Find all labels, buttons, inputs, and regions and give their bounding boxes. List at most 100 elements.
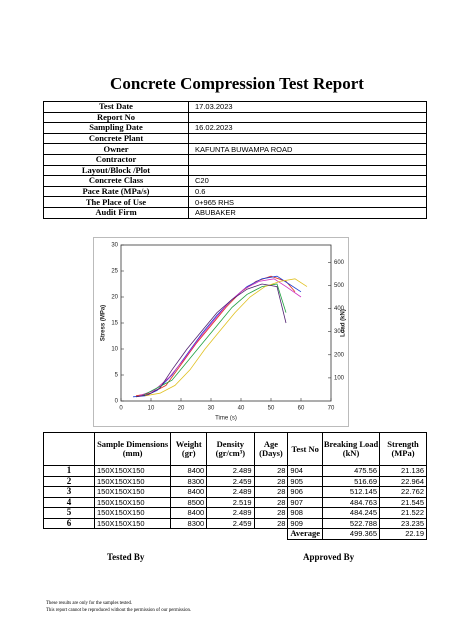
result-cell: 3 <box>43 486 95 498</box>
result-row: 2 150X150X150 8300 2.459 28 905 516.69 22.964 <box>43 475 427 487</box>
header-cell: Strength (MPa) <box>379 432 427 466</box>
y2-tick-label: 300 <box>334 329 345 335</box>
result-cell: 21.545 <box>379 496 427 508</box>
info-label: Test Date <box>43 101 189 113</box>
result-cell: 475.56 <box>321 465 381 477</box>
info-row: Contractor <box>43 153 427 166</box>
result-cell: 8500 <box>170 496 208 508</box>
stress-curve <box>135 283 287 398</box>
info-row: The Place of Use 0+965 RHS <box>43 196 427 208</box>
info-label: Audit Firm <box>43 206 189 219</box>
result-cell: 22.964 <box>379 475 427 487</box>
result-cell: 908 <box>287 507 323 519</box>
info-row: Report No <box>43 111 427 124</box>
result-cell: 150X150X150 <box>93 465 172 477</box>
result-cell: 905 <box>287 475 323 487</box>
result-row: 3 150X150X150 8400 2.489 28 906 512.145 22.762 <box>43 486 427 498</box>
result-cell: 484.763 <box>321 496 381 508</box>
result-cell: 8300 <box>170 517 208 529</box>
y-tick-label: 15 <box>111 321 118 327</box>
info-value: KAFUNTA BUWAMPA ROAD <box>188 143 427 155</box>
header-cell: Test No <box>287 432 323 466</box>
header-cell: Breaking Load (kN) <box>321 432 381 466</box>
x-tick-label: 0 <box>119 406 123 412</box>
info-row: Sampling Date 16.02.2023 <box>43 122 427 134</box>
y-tick-label: 5 <box>115 373 119 379</box>
result-cell: 150X150X150 <box>93 475 172 487</box>
y2-tick-label: 200 <box>334 352 345 358</box>
average-label: Average <box>287 528 323 540</box>
x-tick-label: 20 <box>178 406 185 412</box>
y2-tick-label: 500 <box>334 283 345 289</box>
x-axis-label: Time (s) <box>215 416 237 422</box>
info-value: 16.02.2023 <box>188 122 427 134</box>
y-tick-label: 30 <box>111 243 118 249</box>
x-tick-label: 30 <box>208 406 215 412</box>
result-row: 4 150X150X150 8500 2.519 28 907 484.763 21.545 <box>43 496 427 508</box>
header-cell: Weight (gr) <box>170 432 208 466</box>
header-cell <box>43 432 95 466</box>
average-load: 499.365 <box>321 528 381 540</box>
result-cell: 5 <box>43 507 95 519</box>
result-cell: 2.489 <box>206 507 255 519</box>
result-cell: 28 <box>253 507 289 519</box>
result-cell: 2.459 <box>206 475 255 487</box>
info-value: 17.03.2023 <box>188 101 427 113</box>
info-label: The Place of Use <box>43 196 189 208</box>
y-tick-label: 25 <box>111 269 118 275</box>
result-cell: 2.489 <box>206 486 255 498</box>
result-cell: 2.459 <box>206 517 255 529</box>
note: These results are only for the samples t… <box>46 601 133 606</box>
result-cell: 28 <box>253 486 289 498</box>
note: This report cannot be reproduced without… <box>46 608 192 613</box>
info-row: Test Date 17.03.2023 <box>43 101 427 113</box>
info-value <box>188 153 427 166</box>
result-cell: 906 <box>287 486 323 498</box>
results-table: Sample Dimensions (mm) Weight (gr) Density… <box>43 432 427 540</box>
info-value: 0+965 RHS <box>188 196 427 208</box>
y2-tick-label: 400 <box>334 306 345 312</box>
stress-curve <box>138 278 302 397</box>
stress-curve <box>141 283 287 397</box>
info-label: Report No <box>43 111 189 124</box>
result-cell: 22.762 <box>379 486 427 498</box>
info-row: Concrete Class C20 <box>43 175 427 187</box>
info-row: Audit Firm ABUBAKER <box>43 206 427 219</box>
result-row: 6 150X150X150 8300 2.459 28 909 522.788 23.235 <box>43 517 427 529</box>
info-value <box>188 132 427 145</box>
result-cell: 28 <box>253 475 289 487</box>
chart: 0 10 20 30 40 50 60 70 0 5 10 15 20 25 30 100 200 300 400 5… <box>93 237 349 427</box>
info-row: Pace Rate (MPa/s) 0.6 <box>43 185 427 198</box>
info-row: Layout/Block /Plot <box>43 164 427 177</box>
info-row: Concrete Plant <box>43 132 427 145</box>
result-cell: 150X150X150 <box>93 496 172 508</box>
info-label: Owner <box>43 143 189 155</box>
result-cell: 2 <box>43 475 95 487</box>
result-cell: 484.245 <box>321 507 381 519</box>
result-cell: 512.145 <box>321 486 381 498</box>
result-cell: 909 <box>287 517 323 529</box>
result-cell: 1 <box>43 465 95 477</box>
info-label: Pace Rate (MPa/s) <box>43 185 189 198</box>
header-cell: Sample Dimensions (mm) <box>93 432 172 466</box>
info-value <box>188 164 427 177</box>
spacer <box>44 529 288 540</box>
x-tick-label: 60 <box>298 406 305 412</box>
stress-curve <box>144 278 308 397</box>
info-label: Contractor <box>43 153 189 166</box>
info-value: ABUBAKER <box>188 206 427 219</box>
info-row: Owner KAFUNTA BUWAMPA ROAD <box>43 143 427 155</box>
result-cell: 907 <box>287 496 323 508</box>
tested-by: Tested By <box>107 552 145 562</box>
approved-by: Approved By <box>303 552 355 562</box>
average-row: Average 499.365 22.19 <box>44 528 427 540</box>
result-cell: 8400 <box>170 486 208 498</box>
result-cell: 28 <box>253 496 289 508</box>
result-cell: 6 <box>43 517 95 529</box>
result-cell: 904 <box>287 465 323 477</box>
x-tick-label: 40 <box>238 406 245 412</box>
info-label: Concrete Plant <box>43 132 189 145</box>
result-row: 5 150X150X150 8400 2.489 28 908 484.245 21.522 <box>43 507 427 519</box>
result-cell: 522.788 <box>321 517 381 529</box>
x-tick-label: 50 <box>268 406 275 412</box>
